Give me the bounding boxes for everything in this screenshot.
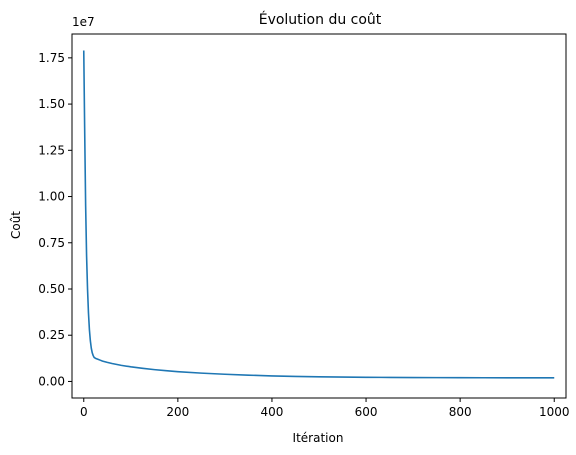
y-axis-label: Coût [9, 211, 23, 239]
cost-series-line [82, 50, 555, 379]
chart-title: Évolution du coût [259, 11, 382, 28]
y-tick-label: 1.25 [38, 143, 65, 157]
y-tick-label: 0.50 [38, 282, 65, 296]
y-tick-label: 0.25 [38, 328, 65, 342]
y-tick-label: 1.00 [38, 190, 65, 204]
plot-frame [71, 33, 567, 399]
x-tick-label: 1000 [539, 405, 570, 419]
y-offset-label: 1e7 [72, 15, 95, 29]
series-layer [82, 50, 555, 379]
x-tick-label: 400 [260, 405, 283, 419]
x-tick-label: 800 [449, 405, 472, 419]
x-tick-label: 600 [355, 405, 378, 419]
x-axis-ticks: 0 200 400 600 800 1000 [80, 398, 570, 419]
y-tick-label: 0.75 [38, 236, 65, 250]
y-tick-label: 1.75 [38, 51, 65, 65]
plot-area: 0 200 400 600 800 1000 0.00 0.25 0.50 0.75 1.00 1.… [38, 33, 570, 419]
x-tick-label: 0 [80, 405, 88, 419]
y-tick-label: 1.50 [38, 97, 65, 111]
x-tick-label: 200 [166, 405, 189, 419]
y-axis-ticks: 0.00 0.25 0.50 0.75 1.00 1.25 1.50 1.75 [38, 51, 72, 388]
x-axis-label: Itération [293, 431, 344, 445]
y-tick-label: 0.00 [38, 374, 65, 388]
